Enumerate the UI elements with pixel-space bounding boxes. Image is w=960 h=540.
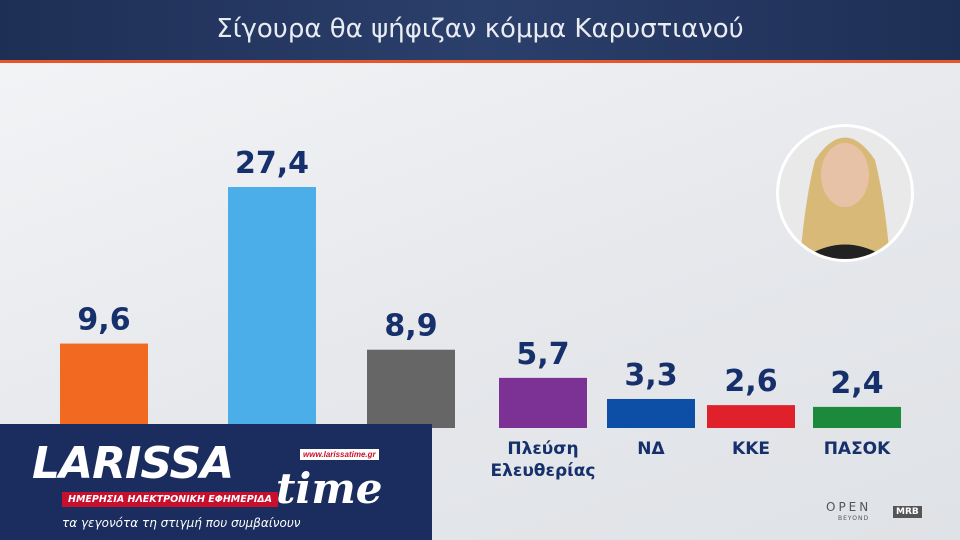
bar (607, 398, 695, 428)
value-label: 3,3 (624, 358, 677, 393)
value-label: 27,4 (235, 146, 309, 181)
category-label: ΚΚΕ (732, 439, 770, 459)
bar (707, 405, 795, 428)
logo-url: www.larissatime.gr (300, 449, 379, 460)
channel-logo: OPEN (826, 500, 872, 514)
value-label: 8,9 (384, 309, 437, 344)
value-label: 5,7 (516, 337, 569, 372)
pollster-logo: MRB (893, 506, 922, 518)
bar (60, 343, 148, 428)
category-label: ΝΔ (637, 439, 665, 459)
bar (499, 377, 587, 428)
value-label: 2,4 (830, 366, 883, 401)
logo-overlay: LARISSA www.larissatime.gr time ΗΜΕΡΗΣΙΑ… (0, 424, 432, 540)
logo-slogan: τα γεγονότα τη στιγμή που συμβαίνουν (62, 516, 301, 530)
chart-title: Σίγουρα θα ψήφιζαν κόμμα Καρυστιανού (216, 14, 744, 44)
logo-name: LARISSA (32, 438, 234, 489)
category-label: Πλεύση Ελευθερίας (490, 439, 596, 481)
logo-name: time (276, 464, 383, 513)
portrait (779, 127, 911, 259)
category-label: ΠΑΣΟΚ (823, 439, 891, 459)
value-label: 2,6 (724, 364, 777, 399)
bar (813, 406, 901, 428)
bar (228, 187, 316, 428)
header-bar (0, 0, 960, 63)
bar (367, 349, 455, 428)
value-label: 9,6 (77, 303, 130, 338)
logo-tagline: ΗΜΕΡΗΣΙΑ ΗΛΕΚΤΡΟΝΙΚΗ ΕΦΗΜΕΡΙΔΑ (62, 492, 278, 507)
channel-sub: BEYOND (838, 515, 870, 522)
